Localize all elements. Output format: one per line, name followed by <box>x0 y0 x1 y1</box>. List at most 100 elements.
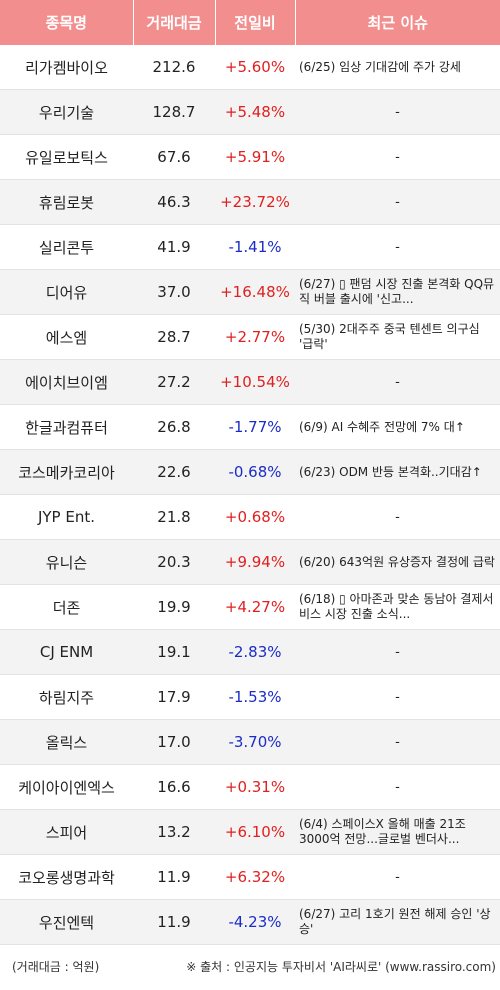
trading-volume-cell: 37.0 <box>133 269 215 315</box>
change-rate-cell: +4.27% <box>215 584 295 630</box>
stock-name-cell: 우진엔텍 <box>0 899 133 945</box>
recent-issue-cell: - <box>295 179 500 225</box>
change-rate-cell: +0.31% <box>215 764 295 810</box>
trading-volume-cell: 27.2 <box>133 359 215 405</box>
stock-name-cell: 유일로보틱스 <box>0 134 133 180</box>
change-rate-cell: -1.53% <box>215 674 295 720</box>
table-row: 에이치브이엠 27.2 +10.54% - <box>0 359 500 405</box>
stock-name-cell: 디어유 <box>0 269 133 315</box>
recent-issue-cell: (6/9) AI 수혜주 전망에 7% 대↑ <box>295 404 500 450</box>
trading-volume-cell: 19.9 <box>133 584 215 630</box>
stock-name-cell: 유니슨 <box>0 539 133 585</box>
table-row: 코스메카코리아 22.6 -0.68% (6/23) ODM 반등 본격화..기대감↑ <box>0 449 500 495</box>
header-volume: 거래대금 <box>133 0 216 45</box>
table-row: JYP Ent. 21.8 +0.68% - <box>0 494 500 540</box>
table-row: 우리기술 128.7 +5.48% - <box>0 89 500 135</box>
header-change: 전일비 <box>215 0 296 45</box>
trading-volume-cell: 128.7 <box>133 89 215 135</box>
table-row: 실리콘투 41.9 -1.41% - <box>0 224 500 270</box>
recent-issue-cell: - <box>295 359 500 405</box>
stock-name-cell: 우리기술 <box>0 89 133 135</box>
table-header: 종목명 거래대금 전일비 최근 이슈 <box>0 0 500 45</box>
change-rate-cell: -4.23% <box>215 899 295 945</box>
stock-name-cell: 실리콘투 <box>0 224 133 270</box>
unit-note: (거래대금 : 억원) <box>12 960 100 974</box>
trading-volume-cell: 17.0 <box>133 719 215 765</box>
stock-name-cell: 에스엠 <box>0 314 133 360</box>
change-rate-cell: +10.54% <box>215 359 295 405</box>
trading-volume-cell: 11.9 <box>133 854 215 900</box>
trading-volume-table: 종목명 거래대금 전일비 최근 이슈 리가켐바이오 212.6 +5.60% (6/2… <box>0 0 500 945</box>
stock-name-cell: 스피어 <box>0 809 133 855</box>
stock-name-cell: 휴림로봇 <box>0 179 133 225</box>
table-row: 스피어 13.2 +6.10% (6/4) 스페이스X 올해 매출 21조3000억 … <box>0 809 500 855</box>
trading-volume-cell: 212.6 <box>133 45 215 90</box>
trading-volume-cell: 13.2 <box>133 809 215 855</box>
stock-name-cell: 리가켐바이오 <box>0 45 133 90</box>
table-row: 디어유 37.0 +16.48% (6/27) ▯ 팬덤 시장 진출 본격화 QQ뮤직… <box>0 269 500 315</box>
change-rate-cell: +6.10% <box>215 809 295 855</box>
table-row: CJ ENM 19.1 -2.83% - <box>0 629 500 675</box>
recent-issue-cell: - <box>295 719 500 765</box>
change-rate-cell: -0.68% <box>215 449 295 495</box>
change-rate-cell: +2.77% <box>215 314 295 360</box>
table-row: 코오롱생명과학 11.9 +6.32% - <box>0 854 500 900</box>
header-issue: 최근 이슈 <box>295 0 500 45</box>
table-row: 휴림로봇 46.3 +23.72% - <box>0 179 500 225</box>
change-rate-cell: -1.41% <box>215 224 295 270</box>
trading-volume-cell: 46.3 <box>133 179 215 225</box>
table-body: 리가켐바이오 212.6 +5.60% (6/25) 임상 기대감에 주가 강세 우리기… <box>0 45 500 945</box>
trading-volume-cell: 19.1 <box>133 629 215 675</box>
recent-issue-cell: (6/27) ▯ 팬덤 시장 진출 본격화 QQ뮤직 버블 출시에 '신고... <box>295 269 500 315</box>
recent-issue-cell: - <box>295 629 500 675</box>
table-row: 올릭스 17.0 -3.70% - <box>0 719 500 765</box>
recent-issue-cell: (6/4) 스페이스X 올해 매출 21조3000억 전망...글로벌 벤더사.… <box>295 809 500 855</box>
change-rate-cell: -2.83% <box>215 629 295 675</box>
recent-issue-cell: - <box>295 134 500 180</box>
table-row: 유니슨 20.3 +9.94% (6/20) 643억원 유상증자 결정에 급락 <box>0 539 500 585</box>
recent-issue-cell: (5/30) 2대주주 중국 텐센트 의구심 '급락' <box>295 314 500 360</box>
stock-name-cell: 더존 <box>0 584 133 630</box>
recent-issue-cell: (6/25) 임상 기대감에 주가 강세 <box>295 45 500 90</box>
stock-name-cell: 케이아이엔엑스 <box>0 764 133 810</box>
table-footer: (거래대금 : 억원) ※ 출처 : 인공지능 투자비서 'AI라씨로' (ww… <box>0 952 500 982</box>
change-rate-cell: +5.91% <box>215 134 295 180</box>
stock-name-cell: 코오롱생명과학 <box>0 854 133 900</box>
recent-issue-cell: (6/18) ▯ 아마존과 맞손 동남아 결제서비스 시장 진출 소식... <box>295 584 500 630</box>
change-rate-cell: +5.60% <box>215 45 295 90</box>
trading-volume-cell: 41.9 <box>133 224 215 270</box>
recent-issue-cell: - <box>295 89 500 135</box>
table-row: 한글과컴퓨터 26.8 -1.77% (6/9) AI 수혜주 전망에 7% 대↑ <box>0 404 500 450</box>
trading-volume-cell: 11.9 <box>133 899 215 945</box>
trading-volume-cell: 20.3 <box>133 539 215 585</box>
trading-volume-cell: 22.6 <box>133 449 215 495</box>
change-rate-cell: -3.70% <box>215 719 295 765</box>
stock-name-cell: 올릭스 <box>0 719 133 765</box>
table-row: 우진엔텍 11.9 -4.23% (6/27) 고리 1호기 원전 해제 승인 '상승… <box>0 899 500 945</box>
table-row: 더존 19.9 +4.27% (6/18) ▯ 아마존과 맞손 동남아 결제서비스 시… <box>0 584 500 630</box>
trading-volume-cell: 67.6 <box>133 134 215 180</box>
trading-volume-cell: 17.9 <box>133 674 215 720</box>
recent-issue-cell: - <box>295 224 500 270</box>
change-rate-cell: +23.72% <box>215 179 295 225</box>
change-rate-cell: +9.94% <box>215 539 295 585</box>
recent-issue-cell: (6/20) 643억원 유상증자 결정에 급락 <box>295 539 500 585</box>
change-rate-cell: +5.48% <box>215 89 295 135</box>
recent-issue-cell: - <box>295 674 500 720</box>
header-name: 종목명 <box>0 0 134 45</box>
trading-volume-cell: 26.8 <box>133 404 215 450</box>
change-rate-cell: +0.68% <box>215 494 295 540</box>
recent-issue-cell: (6/23) ODM 반등 본격화..기대감↑ <box>295 449 500 495</box>
table-row: 케이아이엔엑스 16.6 +0.31% - <box>0 764 500 810</box>
change-rate-cell: +6.32% <box>215 854 295 900</box>
stock-name-cell: 코스메카코리아 <box>0 449 133 495</box>
source-note: ※ 출처 : 인공지능 투자비서 'AI라씨로' (www.rassiro.co… <box>186 960 496 974</box>
trading-volume-cell: 28.7 <box>133 314 215 360</box>
recent-issue-cell: - <box>295 764 500 810</box>
change-rate-cell: +16.48% <box>215 269 295 315</box>
stock-name-cell: JYP Ent. <box>0 494 133 540</box>
table-row: 에스엠 28.7 +2.77% (5/30) 2대주주 중국 텐센트 의구심 '급락' <box>0 314 500 360</box>
stock-name-cell: 한글과컴퓨터 <box>0 404 133 450</box>
trading-volume-cell: 16.6 <box>133 764 215 810</box>
